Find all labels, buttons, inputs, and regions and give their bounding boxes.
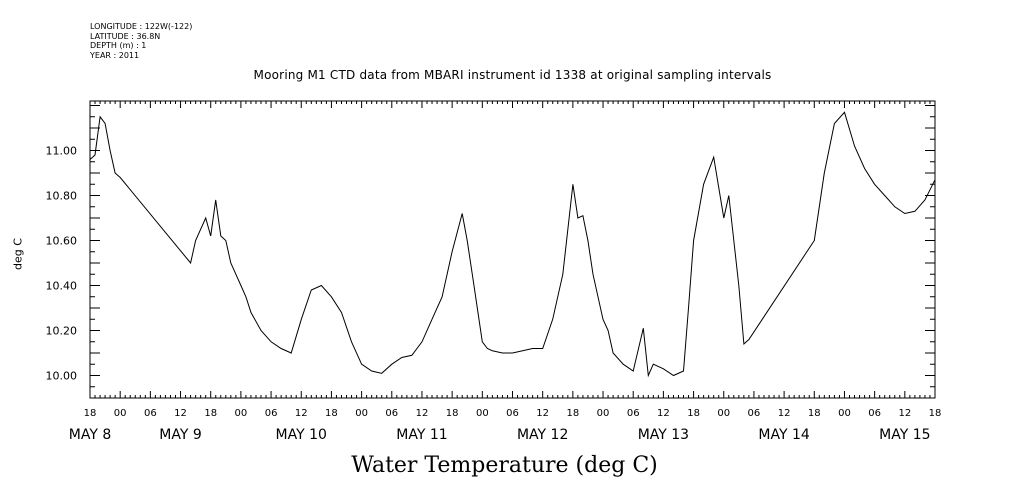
temperature-series-line xyxy=(89,111,936,378)
y-tick-label: 10.20 xyxy=(46,325,78,338)
latitude-text: LATITUDE : 36.8N xyxy=(90,31,161,41)
x-tick-label: 18 xyxy=(446,408,459,419)
x-tick-label: 18 xyxy=(325,408,338,419)
x-tick-label: 06 xyxy=(748,408,761,419)
x-tick-label: 12 xyxy=(295,408,308,419)
y-tick-label: 10.00 xyxy=(46,370,78,383)
x-tick-label: 00 xyxy=(114,408,127,419)
x-tick-label: 00 xyxy=(838,408,851,419)
x-tick-label: 06 xyxy=(627,408,640,419)
x-day-label: MAY 14 xyxy=(758,427,809,443)
x-tick-label: 00 xyxy=(597,408,610,419)
x-tick-label: 18 xyxy=(808,408,821,419)
y-tick-label: 10.60 xyxy=(46,235,78,248)
x-day-label: MAY 13 xyxy=(638,427,689,443)
x-tick-label: 06 xyxy=(506,408,519,419)
longitude-text: LONGITUDE : 122W(-122) xyxy=(90,22,193,31)
depth-text: DEPTH (m) : 1 xyxy=(90,41,147,50)
x-tick-label: 18 xyxy=(687,408,700,419)
x-day-label: MAY 10 xyxy=(276,427,327,443)
x-tick-label: 12 xyxy=(536,408,549,419)
x-day-label: MAY 9 xyxy=(159,427,201,443)
x-tick-label: 06 xyxy=(144,408,157,419)
x-day-label: MAY 15 xyxy=(879,427,930,443)
y-tick-label: 10.80 xyxy=(46,190,78,203)
x-day-label: MAY 12 xyxy=(517,427,568,443)
x-day-label: MAY 8 xyxy=(69,427,111,443)
x-tick-label: 06 xyxy=(265,408,278,419)
x-tick-label: 18 xyxy=(204,408,217,419)
x-tick-label: 18 xyxy=(84,408,97,419)
x-tick-label: 12 xyxy=(174,408,187,419)
x-tick-label: 06 xyxy=(385,408,398,419)
x-tick-label: 12 xyxy=(778,408,791,419)
x-tick-label: 18 xyxy=(929,408,942,419)
x-tick-label: 00 xyxy=(235,408,248,419)
metadata-header: LONGITUDE : 122W(-122) LATITUDE : 36.8N … xyxy=(90,22,192,60)
x-tick-label: 18 xyxy=(566,408,579,419)
y-tick-label: 11.00 xyxy=(46,145,78,158)
y-tick-label: 10.40 xyxy=(46,280,78,293)
x-tick-label: 12 xyxy=(898,408,911,419)
x-tick-label: 12 xyxy=(416,408,429,419)
chart-title: Mooring M1 CTD data from MBARI instrumen… xyxy=(253,68,772,82)
x-tick-label: 06 xyxy=(868,408,881,419)
x-tick-label: 00 xyxy=(717,408,730,419)
variable-title: Water Temperature (deg C) xyxy=(351,453,658,478)
year-text: YEAR : 2011 xyxy=(90,50,140,60)
x-tick-label: 00 xyxy=(355,408,368,419)
x-tick-label: 12 xyxy=(657,408,670,419)
y-axis-label: deg C xyxy=(11,238,25,270)
x-tick-label: 00 xyxy=(476,408,489,419)
x-day-label: MAY 11 xyxy=(396,427,447,443)
